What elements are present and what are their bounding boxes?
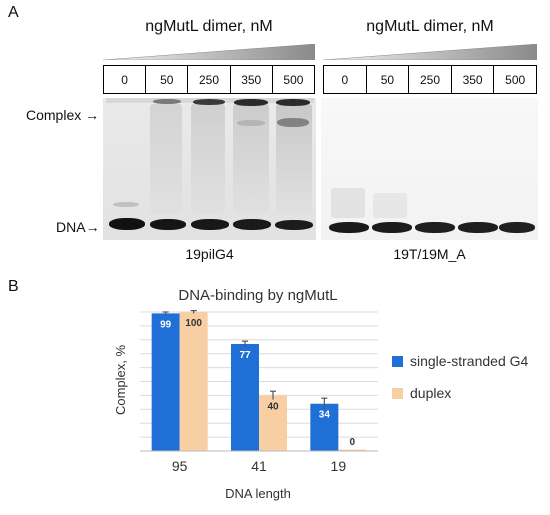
data-label: 40 xyxy=(267,401,279,412)
legend-swatch-single-stranded-g4 xyxy=(392,356,403,367)
gel-1-gradient-wedge xyxy=(103,44,315,60)
binding-bar-chart: DNA-binding by ngMutL 99 100 77 40 34 0 95 41 1… xyxy=(113,287,529,501)
gel-2-dna-band-lane-4 xyxy=(458,222,498,233)
complex-label: Complex → xyxy=(26,107,99,123)
x-tick-label-95: 95 xyxy=(172,458,188,474)
gel-1-conc-350: 350 xyxy=(229,66,272,93)
bar-duplex-95 xyxy=(179,312,208,451)
gel-2-conc-50: 50 xyxy=(365,66,409,93)
gel-1-dna-band-lane-4 xyxy=(233,219,271,230)
x-axis-label: DNA length xyxy=(225,486,291,501)
bar-duplex-19 xyxy=(338,449,367,451)
dna-label: DNA→ xyxy=(56,219,100,235)
gel-2-title: ngMutL dimer, nM xyxy=(366,18,494,35)
gel-2-conc-250: 250 xyxy=(408,66,451,93)
gel-1-dna-band-lane-3 xyxy=(191,219,229,230)
chart-title: DNA-binding by ngMutL xyxy=(178,287,337,304)
gel-2-dna-band-lane-1 xyxy=(329,222,369,233)
bar-single-stranded-g4-95 xyxy=(151,313,180,451)
gel-1-conc-50: 50 xyxy=(145,66,187,93)
gel-2-label: 19T/19M_A xyxy=(393,246,466,262)
gel-2-dna-band-lane-3 xyxy=(415,222,455,233)
gel-1-conc-500: 500 xyxy=(271,66,314,93)
panel-a-letter: A xyxy=(8,4,19,21)
gel-2-conc-350: 350 xyxy=(450,66,494,93)
gel-1-smear-lane-3 xyxy=(191,104,225,214)
data-label: 0 xyxy=(350,437,356,448)
gel-2-conc-0: 0 xyxy=(341,72,349,87)
legend-label-duplex: duplex xyxy=(410,385,451,401)
complex-label-text: Complex xyxy=(26,107,82,123)
gel-1-supershift-lane-4 xyxy=(237,120,265,126)
panel-b-letter: B xyxy=(8,278,19,295)
gel-1-dna-band-lane-1 xyxy=(109,218,145,230)
gel-2-concentration-row: 0 50 250 350 500 xyxy=(323,65,537,94)
dna-label-text: DNA xyxy=(56,219,86,235)
gel-1-label: 19pilG4 xyxy=(185,246,234,262)
gel-1-conc-250: 250 xyxy=(187,66,229,93)
data-label: 99 xyxy=(160,319,172,330)
x-tick-label-41: 41 xyxy=(251,458,267,474)
bar-single-stranded-g4-19 xyxy=(310,403,339,451)
gel-1-complex-band-lane-2 xyxy=(153,99,181,104)
x-tick-labels: 95 41 19 xyxy=(172,458,346,474)
gel-1-faint-band-lane-1 xyxy=(113,202,139,207)
y-axis-label: Complex, % xyxy=(113,345,128,416)
bar-single-stranded-g4-41 xyxy=(231,343,259,451)
gel-2-smear-lane-1 xyxy=(331,188,365,218)
gel-2-gradient-wedge xyxy=(323,44,537,60)
data-label: 100 xyxy=(185,318,202,329)
gel-1-concentration-row: 0 50 250 350 500 xyxy=(103,65,315,94)
legend-label-single-stranded-g4: single-stranded G4 xyxy=(410,353,529,369)
gel-1-smear-lane-2 xyxy=(150,104,182,214)
data-label: 77 xyxy=(239,350,251,361)
gel-2-conc-500: 500 xyxy=(493,66,536,93)
complex-arrow-icon: → xyxy=(85,107,100,123)
gel-2-dna-band-lane-2 xyxy=(372,222,412,233)
gel-2-smear-lane-2 xyxy=(373,193,407,218)
legend-swatch-duplex xyxy=(392,388,403,399)
gel-1-complex-band-lane-4 xyxy=(234,99,268,106)
gel-1-dna-band-lane-2 xyxy=(150,219,186,230)
chart-bars: 99 100 77 40 34 0 xyxy=(151,310,367,451)
gel-1-supershift-lane-5 xyxy=(277,118,309,127)
dna-arrow-icon: → xyxy=(85,219,100,235)
gel-1-complex-band-lane-3 xyxy=(193,99,225,105)
gel-1-complex-band-lane-5 xyxy=(276,99,310,106)
gel-2-image xyxy=(321,98,538,240)
chart-legend: single-stranded G4 duplex xyxy=(392,353,529,401)
gel-1-title: ngMutL dimer, nM xyxy=(145,18,273,35)
gel-2-dna-band-lane-5 xyxy=(499,222,535,233)
gel-1-dna-band-lane-5 xyxy=(275,220,313,230)
bar-duplex-41 xyxy=(259,395,287,451)
gel-1-conc-0: 0 xyxy=(121,72,128,87)
gel-1-image xyxy=(103,98,316,240)
x-tick-label-19: 19 xyxy=(331,458,347,474)
data-label: 34 xyxy=(319,410,331,421)
